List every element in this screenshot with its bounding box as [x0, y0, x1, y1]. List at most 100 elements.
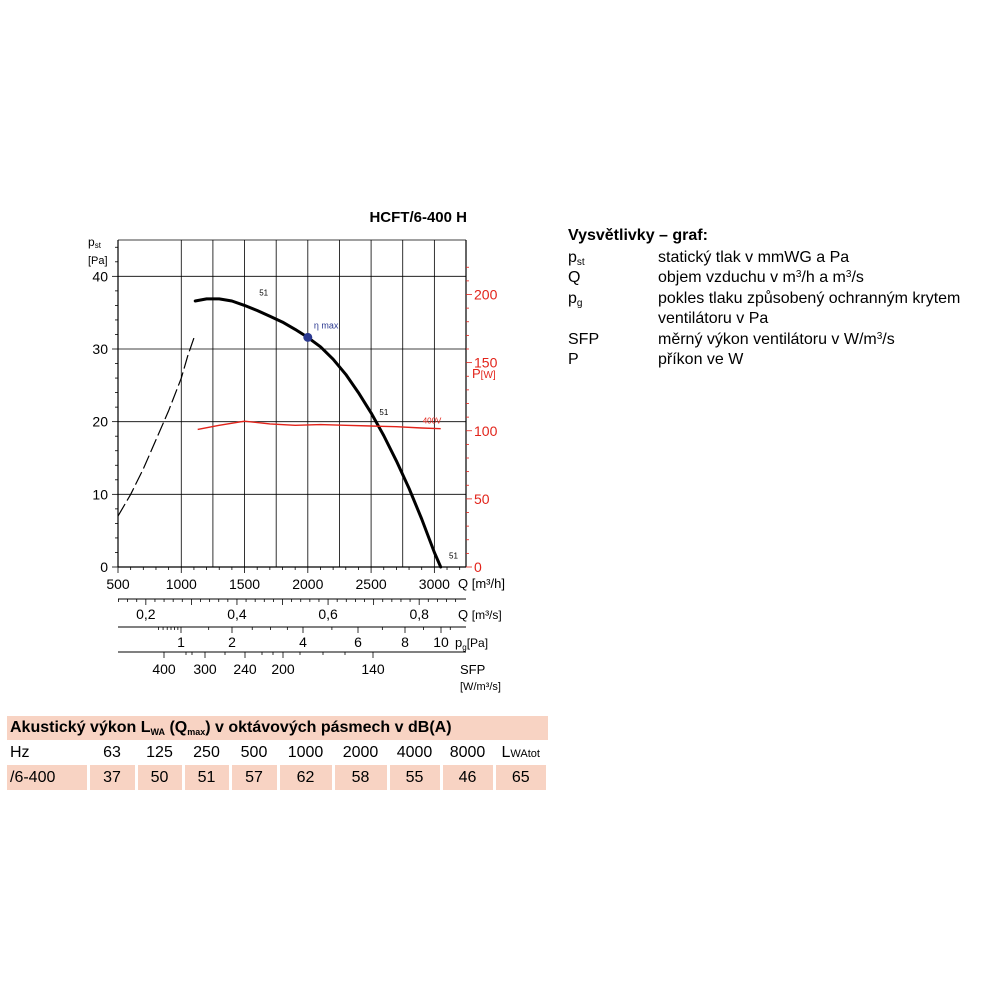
total-value: 65 [494, 765, 549, 790]
q-m3s-tick-label: 0,4 [227, 606, 247, 622]
hz-label: Hz [10, 743, 30, 761]
curve-point-label: 51 [259, 289, 268, 298]
y-axis-label-main: p [88, 235, 95, 249]
fan-performance-chart: HCFT/6-400 H 0 10 20 30 40 0 50 100 150 200 500 1… [88, 209, 505, 693]
band-label: 1000 [287, 743, 324, 761]
x-axis-label: Q [m³/h] [458, 576, 505, 591]
band-value: 55 [388, 765, 443, 790]
q-m3s-axis-label: Q [m³/s] [458, 607, 502, 622]
x-axis-flow-m3h: 500 1000 1500 2000 2500 3000 [106, 567, 461, 592]
legend-desc: příkon ve W [658, 351, 744, 368]
x-tick-label: 1000 [166, 576, 197, 592]
q-m3s-axis-unit: [m³/s] [472, 608, 502, 622]
legend-item-sfp: SFP měrný výkon ventilátoru v W/m3/s [568, 330, 998, 351]
pg-axis-sub: g [462, 643, 466, 652]
y2-tick-label: 0 [474, 559, 482, 575]
curve-point-label: 51 [379, 408, 388, 417]
y2-axis-label-unit: [W] [481, 370, 496, 381]
band-value: 62 [278, 765, 335, 790]
pg-axis-label: pg[Pa] [455, 635, 488, 652]
acoustic-table-title: Akustický výkon LWA (Qmax) v oktávových … [7, 716, 548, 740]
sfp-axis-label: SFP [460, 662, 485, 677]
legend-item-pg: pg pokles tlaku způsobený ochranným kryt… [568, 289, 998, 330]
band-value: 51 [183, 765, 232, 790]
sfp-tick-label: 300 [193, 661, 217, 677]
band-value: 46 [441, 765, 496, 790]
acoustic-power-table: Akustický výkon LWA (Qmax) v oktávových … [7, 716, 549, 790]
secondary-axes: 0,2 0,4 0,6 0,8 Q [m³/s] 1 2 4 6 8 10 pg[Pa] 400 300 2… [118, 598, 502, 693]
legend-desc: pokles tlaku způsobený ochranným krytem v… [658, 289, 961, 328]
x-tick-label: 500 [106, 576, 130, 592]
legend-symbol: SFP [568, 330, 600, 348]
y-tick-label: 40 [92, 268, 108, 284]
legend-desc: statický tlak v mmWG a Pa [658, 248, 850, 266]
y2-axis-label: P[W] [472, 366, 496, 381]
q-m3s-tick-label: 0,6 [318, 606, 338, 622]
band-value: 57 [230, 765, 280, 790]
band-label: 8000 [449, 743, 486, 761]
legend-symbol: P [568, 351, 579, 368]
x-tick-label: 2500 [356, 576, 387, 592]
y-axis-label: pst [88, 235, 102, 250]
band-label: 125 [146, 743, 173, 761]
y2-tick-label: 200 [474, 287, 498, 303]
chart-title: HCFT/6-400 H [369, 209, 467, 226]
band-label: 250 [193, 743, 220, 761]
eta-max-label: η max [314, 320, 339, 330]
sfp-axis-unit: [W/m³/s] [460, 681, 501, 693]
pg-tick-label: 8 [401, 634, 409, 650]
y2-tick-label: 100 [474, 423, 498, 439]
pg-tick-label: 4 [299, 634, 307, 650]
chart-grid [118, 240, 466, 567]
y-tick-label: 30 [92, 341, 108, 357]
y-tick-label: 10 [92, 486, 108, 502]
legend-item-p: P příkon ve W [568, 350, 998, 371]
band-label: 500 [240, 743, 268, 761]
total-label: LWAtot [501, 743, 540, 761]
plot-frame [117, 239, 467, 568]
sfp-tick-label: 400 [152, 661, 176, 677]
sfp-tick-label: 200 [271, 661, 295, 677]
q-m3s-tick-label: 0,8 [409, 606, 429, 622]
legend-desc: objem vzduchu v m3/h a m3/s [658, 269, 864, 286]
band-label: 63 [103, 743, 121, 761]
pg-axis-unit: [Pa] [467, 636, 488, 650]
pg-tick-label: 2 [228, 634, 236, 650]
y2-tick-label: 50 [474, 491, 490, 507]
legend-title: Vysvětlivky – graf: [568, 227, 708, 244]
sfp-tick-label: 240 [233, 661, 257, 677]
x-tick-label: 2000 [292, 576, 323, 592]
band-label: 4000 [396, 743, 433, 761]
pressure-curve-unstable [117, 337, 195, 517]
series-label: 400V [423, 417, 442, 426]
eta-max-point [303, 332, 313, 342]
frequency-row: Hz 63 125 250 500 1000 2000 4000 8000 LW… [7, 740, 548, 765]
x-tick-label: 1500 [229, 576, 260, 592]
acoustic-table-header: Akustický výkon LWA (Qmax) v oktávových … [7, 716, 548, 740]
y2-axis-label-main: P [472, 366, 481, 381]
legend-item-q: Q objem vzduchu v m3/h a m3/s [568, 268, 998, 289]
y-axis-pst: 0 10 20 30 40 [92, 246, 118, 575]
legend-desc: měrný výkon ventilátoru v W/m3/s [658, 330, 895, 348]
y2-tick-label: 150 [474, 355, 498, 371]
y-axis-power: 0 50 100 150 200 [466, 266, 498, 575]
pg-tick-label: 10 [433, 634, 449, 650]
row-label: /6-400 [7, 765, 90, 790]
y-tick-label: 20 [92, 414, 108, 430]
y-tick-label: 0 [100, 559, 108, 575]
pg-tick-label: 1 [177, 634, 185, 650]
y-axis-label-sub: st [95, 241, 102, 250]
x-tick-label: 3000 [419, 576, 450, 592]
power-curve-400v [197, 420, 441, 431]
values-row: /6-400 37 50 51 57 62 58 55 46 65 [7, 765, 549, 790]
legend-symbol: pst [568, 248, 585, 268]
sfp-tick-label: 140 [361, 661, 385, 677]
band-value: 58 [333, 765, 390, 790]
band-value: 50 [136, 765, 185, 790]
legend-symbol: Q [568, 269, 581, 286]
band-label: 2000 [342, 743, 379, 761]
graph-legend: Vysvětlivky – graf: pst statický tlak v … [568, 226, 998, 371]
legend-symbol: pg [568, 289, 583, 309]
legend-item-pst: pst statický tlak v mmWG a Pa [568, 248, 998, 269]
q-m3s-tick-label: 0,2 [136, 606, 156, 622]
